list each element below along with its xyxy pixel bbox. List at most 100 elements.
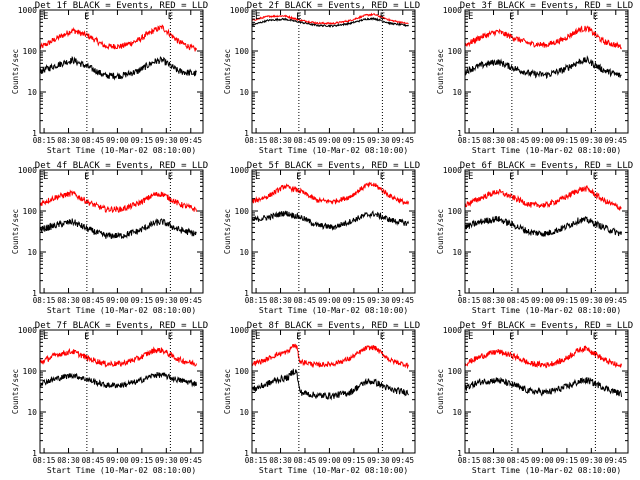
event-marker-label: E xyxy=(43,332,48,342)
event-marker-label: E xyxy=(296,172,301,182)
x-tick-label: 08:45 xyxy=(294,136,317,145)
plot-frame xyxy=(39,9,204,134)
plot-frame xyxy=(464,169,629,294)
event-marker-label: E xyxy=(468,12,473,22)
y-tick-label: 1000 xyxy=(443,326,462,335)
x-tick-label: 09:15 xyxy=(556,456,579,465)
y-tick-label: 100 xyxy=(235,47,250,56)
x-tick-label: 09:30 xyxy=(367,456,390,465)
event-marker-label: E xyxy=(593,12,598,22)
x-tick-label: 08:30 xyxy=(482,136,505,145)
y-axis-label: Counts/sec xyxy=(11,49,20,94)
panel-title: Det 2f BLACK = Events, RED = LLD xyxy=(247,1,420,11)
series-lld-line xyxy=(464,25,622,50)
event-marker-label: E xyxy=(380,12,385,22)
x-tick-label: 08:45 xyxy=(507,136,530,145)
plot-frame xyxy=(39,329,204,454)
y-axis-label: Counts/sec xyxy=(223,369,232,414)
y-axis-label: Counts/sec xyxy=(11,209,20,254)
x-tick-label: 09:30 xyxy=(580,136,603,145)
x-axis-label: Start Time (10-Mar-02 08:10:00) xyxy=(472,306,621,315)
event-marker-label: E xyxy=(296,12,301,22)
panel-title: Det 5f BLACK = Events, RED = LLD xyxy=(247,161,420,171)
event-marker-label: E xyxy=(43,12,48,22)
x-tick-label: 09:45 xyxy=(391,136,414,145)
plot-frame xyxy=(251,9,416,134)
x-tick-label: 08:30 xyxy=(269,456,292,465)
plot-frame xyxy=(251,329,416,454)
series-lld-line xyxy=(39,24,197,52)
x-tick-label: 09:45 xyxy=(391,296,414,305)
y-tick-label: 1 xyxy=(244,289,249,298)
x-tick-label: 09:00 xyxy=(318,456,341,465)
panel-title: Det 6f BLACK = Events, RED = LLD xyxy=(460,161,633,171)
x-tick-label: 08:45 xyxy=(82,136,105,145)
y-tick-label: 1000 xyxy=(230,166,249,175)
y-tick-label: 10 xyxy=(452,408,462,417)
x-axis-label: Start Time (10-Mar-02 08:10:00) xyxy=(47,146,196,155)
x-tick-label: 08:45 xyxy=(507,296,530,305)
x-tick-label: 09:00 xyxy=(106,136,129,145)
x-tick-label: 09:00 xyxy=(318,136,341,145)
y-tick-label: 10 xyxy=(27,248,37,257)
x-tick-label: 08:30 xyxy=(482,456,505,465)
event-marker-label: E xyxy=(296,332,301,342)
x-tick-label: 08:45 xyxy=(82,296,105,305)
event-marker-label: E xyxy=(468,172,473,182)
panel-title: Det 4f BLACK = Events, RED = LLD xyxy=(35,161,208,171)
event-marker-label: E xyxy=(509,12,514,22)
x-tick-label: 08:45 xyxy=(294,456,317,465)
series-lld-line xyxy=(251,343,409,370)
series-events-line xyxy=(39,218,197,240)
y-tick-label: 1000 xyxy=(230,6,249,15)
x-tick-label: 09:45 xyxy=(604,296,627,305)
y-tick-label: 10 xyxy=(27,408,37,417)
plot-frame xyxy=(464,329,629,454)
event-marker-label: E xyxy=(168,172,173,182)
x-tick-label: 09:15 xyxy=(343,456,366,465)
x-tick-label: 08:30 xyxy=(57,136,80,145)
x-tick-label: 09:15 xyxy=(556,136,579,145)
y-tick-label: 1000 xyxy=(18,326,37,335)
x-tick-label: 09:45 xyxy=(179,296,202,305)
y-tick-label: 1 xyxy=(32,129,37,138)
x-tick-label: 08:45 xyxy=(507,456,530,465)
x-axis-label: Start Time (10-Mar-02 08:10:00) xyxy=(472,466,621,475)
y-tick-label: 100 xyxy=(23,207,38,216)
series-events-line xyxy=(464,215,622,237)
x-tick-label: 09:45 xyxy=(179,136,202,145)
x-tick-label: 08:45 xyxy=(82,456,105,465)
x-tick-label: 09:00 xyxy=(106,296,129,305)
x-tick-label: 08:15 xyxy=(245,136,268,145)
plot-frame xyxy=(464,9,629,134)
x-tick-label: 08:15 xyxy=(33,456,56,465)
x-tick-label: 09:00 xyxy=(106,456,129,465)
series-events-line xyxy=(464,55,622,80)
event-marker-label: E xyxy=(509,172,514,182)
event-marker-label: E xyxy=(255,332,260,342)
event-marker-label: E xyxy=(380,332,385,342)
x-axis-label: Start Time (10-Mar-02 08:10:00) xyxy=(472,146,621,155)
y-tick-label: 100 xyxy=(23,47,38,56)
y-tick-label: 1000 xyxy=(18,6,37,15)
panel-title: Det 3f BLACK = Events, RED = LLD xyxy=(460,1,633,11)
x-tick-label: 08:15 xyxy=(33,296,56,305)
y-tick-label: 1000 xyxy=(443,166,462,175)
y-tick-label: 1 xyxy=(457,129,462,138)
event-marker-label: E xyxy=(84,172,89,182)
y-axis-label: Counts/sec xyxy=(436,209,445,254)
y-tick-label: 10 xyxy=(27,88,37,97)
y-tick-label: 10 xyxy=(452,248,462,257)
x-axis-label: Start Time (10-Mar-02 08:10:00) xyxy=(259,306,408,315)
x-tick-label: 08:45 xyxy=(294,296,317,305)
y-tick-label: 10 xyxy=(239,408,249,417)
series-lld-line xyxy=(251,181,409,205)
series-events-line xyxy=(251,16,409,28)
event-marker-label: E xyxy=(255,172,260,182)
